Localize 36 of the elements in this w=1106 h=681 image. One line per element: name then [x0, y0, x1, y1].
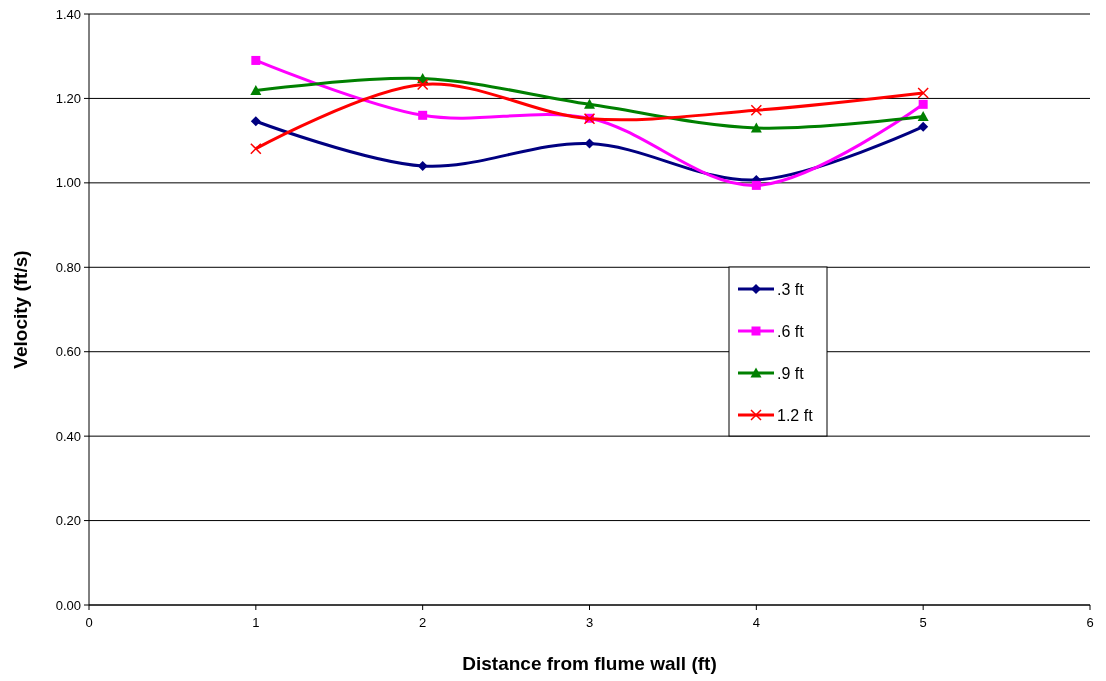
x-tick-label: 5 — [919, 615, 927, 630]
point — [750, 122, 762, 133]
y-tick-label: 0.40 — [55, 428, 81, 444]
x-tick-label: 6 — [1086, 615, 1094, 630]
point — [751, 180, 761, 190]
point — [584, 98, 595, 109]
x-tick-label: 1 — [252, 615, 260, 630]
legend-label: .6 ft — [777, 322, 805, 340]
point — [251, 55, 261, 65]
point — [418, 110, 428, 120]
point — [250, 142, 262, 155]
y-tick-label: 0.20 — [55, 513, 81, 529]
y-tick-label: 1.20 — [55, 90, 81, 106]
point — [250, 84, 262, 95]
point — [918, 121, 929, 132]
legend-label: .9 ft — [777, 364, 805, 382]
point — [918, 99, 928, 109]
y-tick-label: 0.80 — [55, 259, 81, 275]
x-tick-label: 2 — [419, 615, 427, 630]
point — [250, 116, 261, 127]
point — [417, 160, 428, 171]
point — [917, 87, 929, 99]
y-tick-label: 0.00 — [55, 597, 81, 613]
x-tick-label: 4 — [752, 615, 760, 630]
y-axis-title: Velocity (ft/s) — [10, 250, 31, 369]
legend-label: 1.2 ft — [777, 406, 814, 424]
point — [917, 111, 929, 122]
point — [416, 78, 429, 91]
x-tick-label: 3 — [585, 615, 594, 630]
y-tick-label: 0.60 — [55, 344, 81, 360]
y-tick-label: 1.40 — [55, 6, 81, 22]
x-axis-title: Distance from flume wall (ft) — [462, 653, 717, 674]
point — [750, 104, 763, 116]
y-tick-label: 1.00 — [55, 175, 81, 191]
x-tick-label: 0 — [85, 615, 93, 630]
legend-label: .3 ft — [777, 280, 805, 298]
